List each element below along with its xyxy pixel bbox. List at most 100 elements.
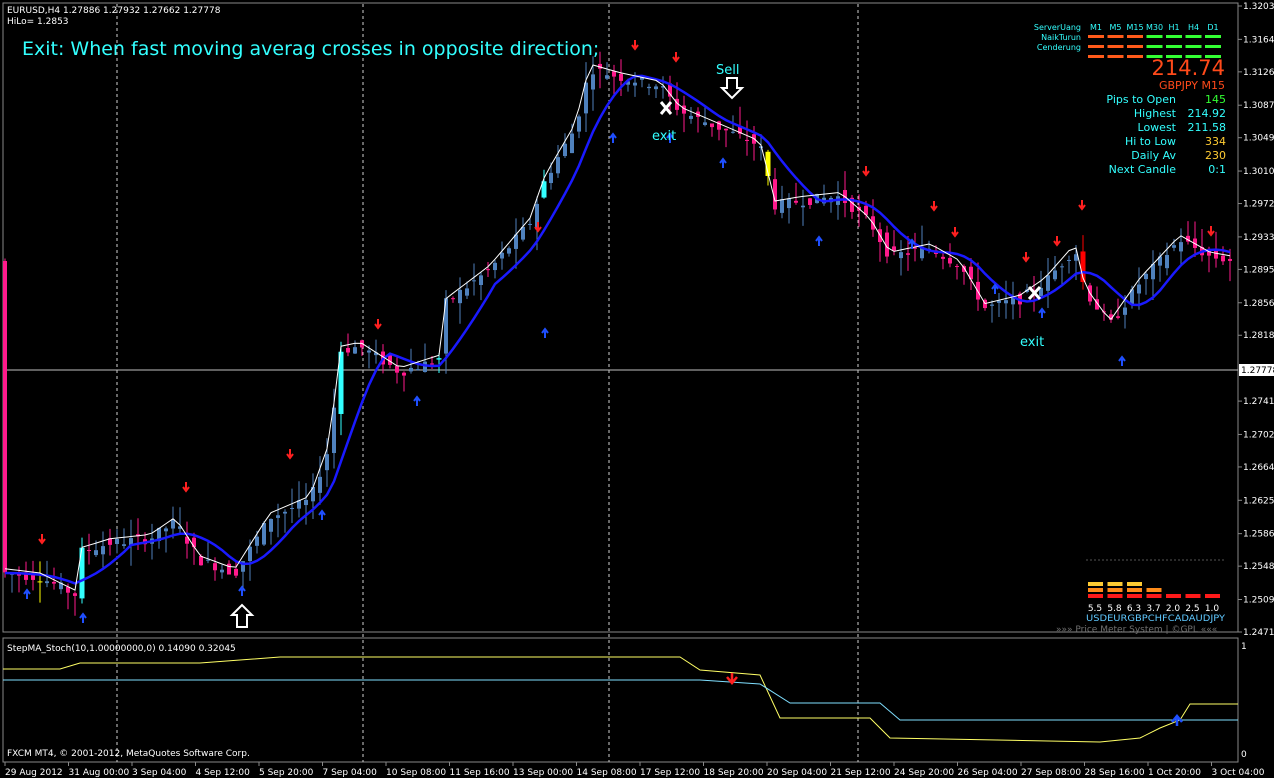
meter-bar (1146, 594, 1162, 598)
stoch-down-arrow-icon (726, 673, 738, 685)
stat-value: 334 (1205, 135, 1226, 148)
candle-body (598, 63, 602, 69)
candle-body (717, 121, 721, 130)
candle-body (374, 352, 378, 356)
meter-bar (1088, 594, 1103, 598)
up-arrow-icon (666, 132, 674, 143)
timeframe-label: M15 (1126, 23, 1143, 32)
time-tick-label: 5 Sep 20:00 (259, 768, 314, 778)
exit-label: exit (1020, 335, 1044, 350)
candle-body (59, 582, 63, 590)
stat-value: 230 (1205, 149, 1226, 162)
price-tick-label: 1.25090 (1243, 596, 1274, 606)
candle-body (1158, 256, 1162, 266)
candle-body (1123, 307, 1127, 315)
buy-entry-arrow-icon (229, 603, 255, 628)
candle-body (675, 98, 679, 110)
candle-body (1144, 273, 1148, 280)
time-tick-label: 20 Sep 04:00 (767, 768, 827, 778)
candle-body (430, 363, 434, 365)
candle-body (269, 518, 273, 532)
meter-bar (1088, 582, 1103, 586)
candles (3, 51, 1232, 616)
trend-bar (1107, 55, 1124, 58)
time-tick-label: 31 Aug 00:00 (69, 768, 130, 778)
candle-body (311, 486, 315, 502)
candle-body (367, 350, 371, 353)
candle-body (745, 139, 749, 142)
down-arrow-icon (1078, 200, 1086, 211)
stat-label: Next Candle (1109, 163, 1177, 176)
stoch-line-slow (3, 656, 1238, 743)
candle-body (444, 298, 448, 354)
candle-body (66, 586, 70, 593)
candle-body (885, 232, 889, 257)
sell-label: Sell (716, 63, 739, 78)
up-arrow-icon (908, 238, 916, 249)
candle-body (199, 556, 203, 566)
candle-body (570, 133, 574, 154)
info-row-label: Cenderung (1037, 43, 1081, 52)
down-arrow-icon (38, 534, 46, 545)
candle-body (1228, 258, 1232, 261)
sell-entry-arrow-icon (719, 77, 745, 100)
meter-bar (1146, 588, 1162, 592)
candle-body (255, 536, 259, 546)
candle-body (563, 143, 567, 157)
candle-body (157, 527, 161, 542)
candle-body (514, 234, 518, 249)
candle-body (612, 71, 616, 77)
down-arrow-icon (374, 319, 382, 330)
candle-body (395, 365, 399, 373)
trend-bar (1205, 55, 1221, 58)
candle-body (801, 205, 805, 208)
trend-bar (1127, 45, 1143, 48)
down-arrow-icon (1053, 236, 1061, 247)
time-tick-label: 7 Sep 04:00 (323, 768, 378, 778)
time-tick-label: 3 Sep 04:00 (132, 768, 187, 778)
candle-body (472, 280, 476, 282)
candle-body (178, 526, 182, 529)
meter-value: 2.5 (1185, 604, 1199, 614)
candle-body (3, 260, 7, 573)
candle-body (37, 581, 43, 583)
candle-body (276, 515, 280, 518)
price-tick-label: 1.28950 (1243, 265, 1274, 275)
candle-body (409, 367, 413, 372)
candle-body (192, 537, 196, 548)
candle-body (87, 550, 91, 552)
time-tick-label: 17 Sep 12:00 (640, 768, 700, 778)
meter-value: 5.8 (1107, 604, 1122, 614)
candle-body (1060, 266, 1064, 268)
candle-body (724, 128, 728, 131)
candle-body (338, 351, 344, 414)
candle-body (556, 157, 560, 174)
symbol-info: EURUSD,H4 1.27886 1.27932 1.27662 1.2777… (7, 6, 221, 16)
candle-body (332, 407, 336, 454)
candle-body (773, 179, 777, 210)
down-arrow-icon (672, 52, 680, 63)
candle-body (227, 563, 231, 575)
candle-body (1109, 314, 1113, 320)
candle-body (654, 86, 658, 90)
candle-body (458, 289, 462, 304)
trend-bar (1205, 45, 1221, 48)
candle-body (577, 116, 581, 132)
candle-body (1151, 263, 1155, 280)
time-tick-label: 27 Sep 08:00 (1021, 768, 1081, 778)
exit-cross-icon (1027, 285, 1042, 301)
candle-body (541, 181, 547, 198)
slow-moving-average (4, 74, 1231, 585)
candle-body (584, 82, 588, 114)
candle-body (619, 73, 623, 81)
down-arrow-icon (534, 222, 542, 233)
candle-body (765, 151, 771, 176)
candle-body (108, 538, 112, 545)
trend-bar (1088, 35, 1104, 38)
price-tick-label: 1.30490 (1243, 134, 1274, 144)
candle-body (94, 550, 98, 556)
down-arrow-icon (1207, 226, 1215, 237)
candle-body (521, 226, 525, 240)
candle-body (185, 536, 189, 544)
